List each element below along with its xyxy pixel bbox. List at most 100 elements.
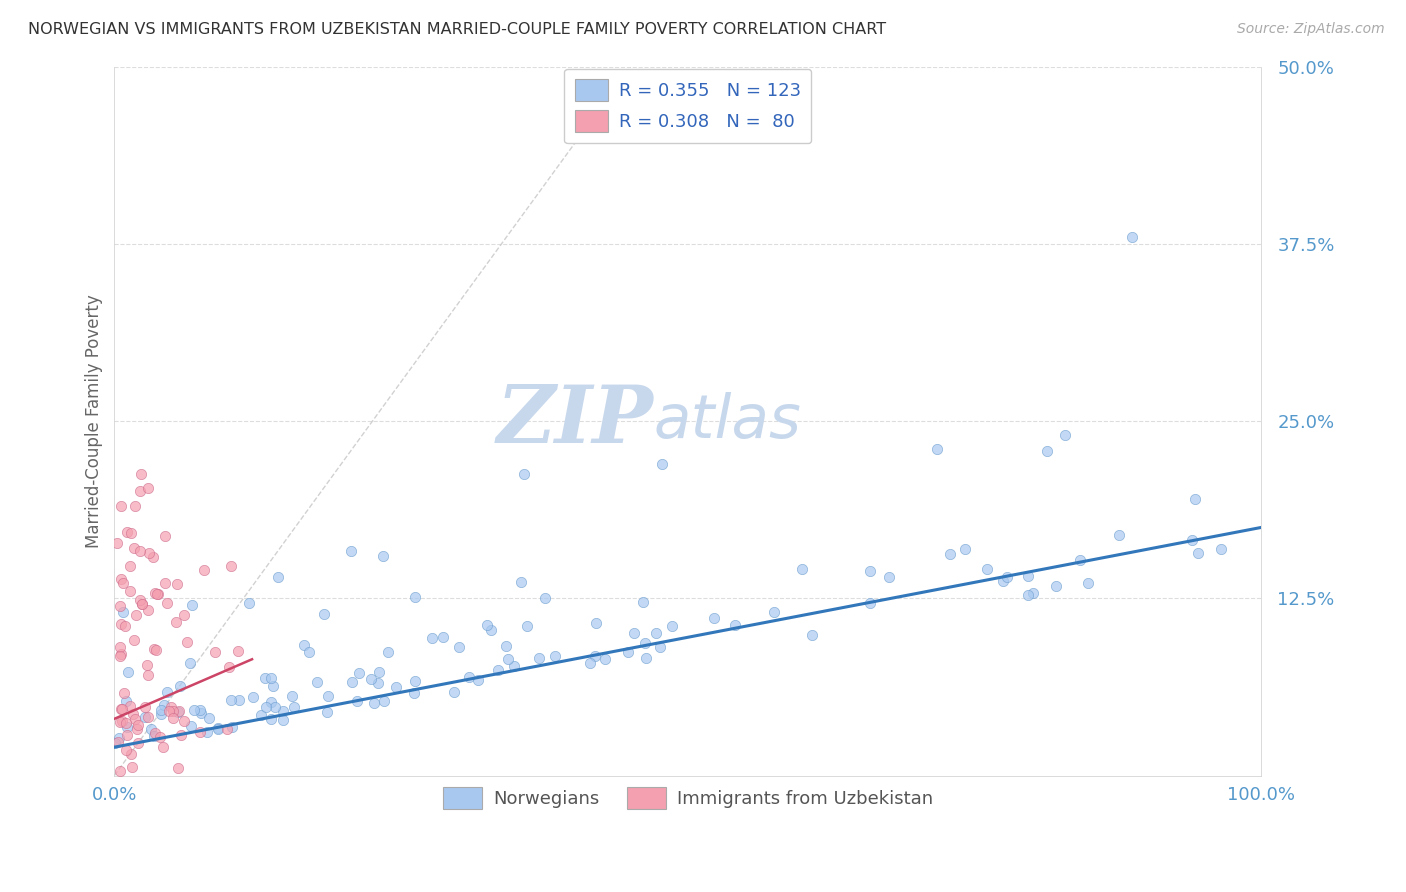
Point [118, 559, 141, 574]
Point [1108, 527, 1130, 541]
Point [129, 483, 152, 498]
Y-axis label: Married-Couple Family Poverty: Married-Couple Family Poverty [86, 294, 103, 548]
Point [305, 674, 328, 689]
Point [153, 528, 176, 542]
Point [111, 605, 134, 619]
Point [150, 703, 173, 717]
Point [377, 645, 399, 659]
Point [122, 633, 145, 648]
Point [180, 719, 202, 733]
Point [648, 640, 671, 654]
Point [367, 676, 389, 690]
Point [260, 713, 283, 727]
Point [219, 558, 242, 573]
Point [859, 564, 882, 578]
Point [360, 672, 382, 686]
Point [373, 694, 395, 708]
Point [342, 674, 364, 689]
Point [115, 743, 138, 757]
Point [228, 693, 250, 707]
Point [792, 562, 814, 576]
Point [215, 722, 238, 736]
Point [136, 658, 159, 673]
Point [226, 644, 249, 658]
Point [260, 672, 283, 686]
Point [129, 593, 152, 607]
Point [1017, 588, 1039, 602]
Point [661, 619, 683, 633]
Point [166, 576, 188, 591]
Point [346, 694, 368, 708]
Point [107, 735, 129, 749]
Point [703, 610, 725, 624]
Point [347, 665, 370, 680]
Point [157, 704, 180, 718]
Point [617, 645, 640, 659]
Point [495, 639, 517, 653]
Point [1187, 546, 1209, 560]
Point [197, 711, 219, 725]
Point [367, 665, 389, 679]
Point [219, 692, 242, 706]
Point [544, 649, 567, 664]
Point [108, 715, 131, 730]
Point [267, 570, 290, 584]
Point [160, 700, 183, 714]
Point [181, 599, 204, 613]
Point [593, 652, 616, 666]
Point [1045, 579, 1067, 593]
Point [1184, 492, 1206, 507]
Point [262, 679, 284, 693]
Point [645, 626, 668, 640]
Point [800, 628, 823, 642]
Point [475, 617, 498, 632]
Point [136, 710, 159, 724]
Point [162, 711, 184, 725]
Point [170, 728, 193, 742]
Point [167, 704, 190, 718]
Point [254, 700, 277, 714]
Point [218, 659, 240, 673]
Point [120, 747, 142, 762]
Point [179, 656, 201, 670]
Point [117, 665, 139, 679]
Point [156, 596, 179, 610]
Point [143, 729, 166, 743]
Point [136, 603, 159, 617]
Point [104, 736, 127, 750]
Point [162, 704, 184, 718]
Point [762, 605, 785, 619]
Point [111, 714, 134, 728]
Point [114, 694, 136, 708]
Point [502, 659, 524, 673]
Text: ZIP: ZIP [496, 383, 654, 459]
Text: Source: ZipAtlas.com: Source: ZipAtlas.com [1237, 22, 1385, 37]
Point [183, 703, 205, 717]
Point [146, 587, 169, 601]
Point [1035, 443, 1057, 458]
Point [207, 721, 229, 735]
Point [136, 481, 159, 495]
Point [221, 720, 243, 734]
Point [117, 728, 139, 742]
Point [142, 549, 165, 564]
Point [115, 716, 138, 731]
Point [371, 549, 394, 563]
Point [859, 596, 882, 610]
Point [238, 596, 260, 610]
Point [138, 545, 160, 559]
Point [579, 656, 602, 670]
Point [190, 706, 212, 721]
Point [516, 618, 538, 632]
Point [533, 591, 555, 605]
Point [122, 541, 145, 555]
Point [385, 680, 408, 694]
Point [938, 547, 960, 561]
Text: NORWEGIAN VS IMMIGRANTS FROM UZBEKISTAN MARRIED-COUPLE FAMILY POVERTY CORRELATIO: NORWEGIAN VS IMMIGRANTS FROM UZBEKISTAN … [28, 22, 886, 37]
Point [481, 624, 503, 638]
Point [443, 685, 465, 699]
Point [298, 645, 321, 659]
Point [623, 625, 645, 640]
Point [105, 536, 128, 550]
Point [124, 607, 146, 622]
